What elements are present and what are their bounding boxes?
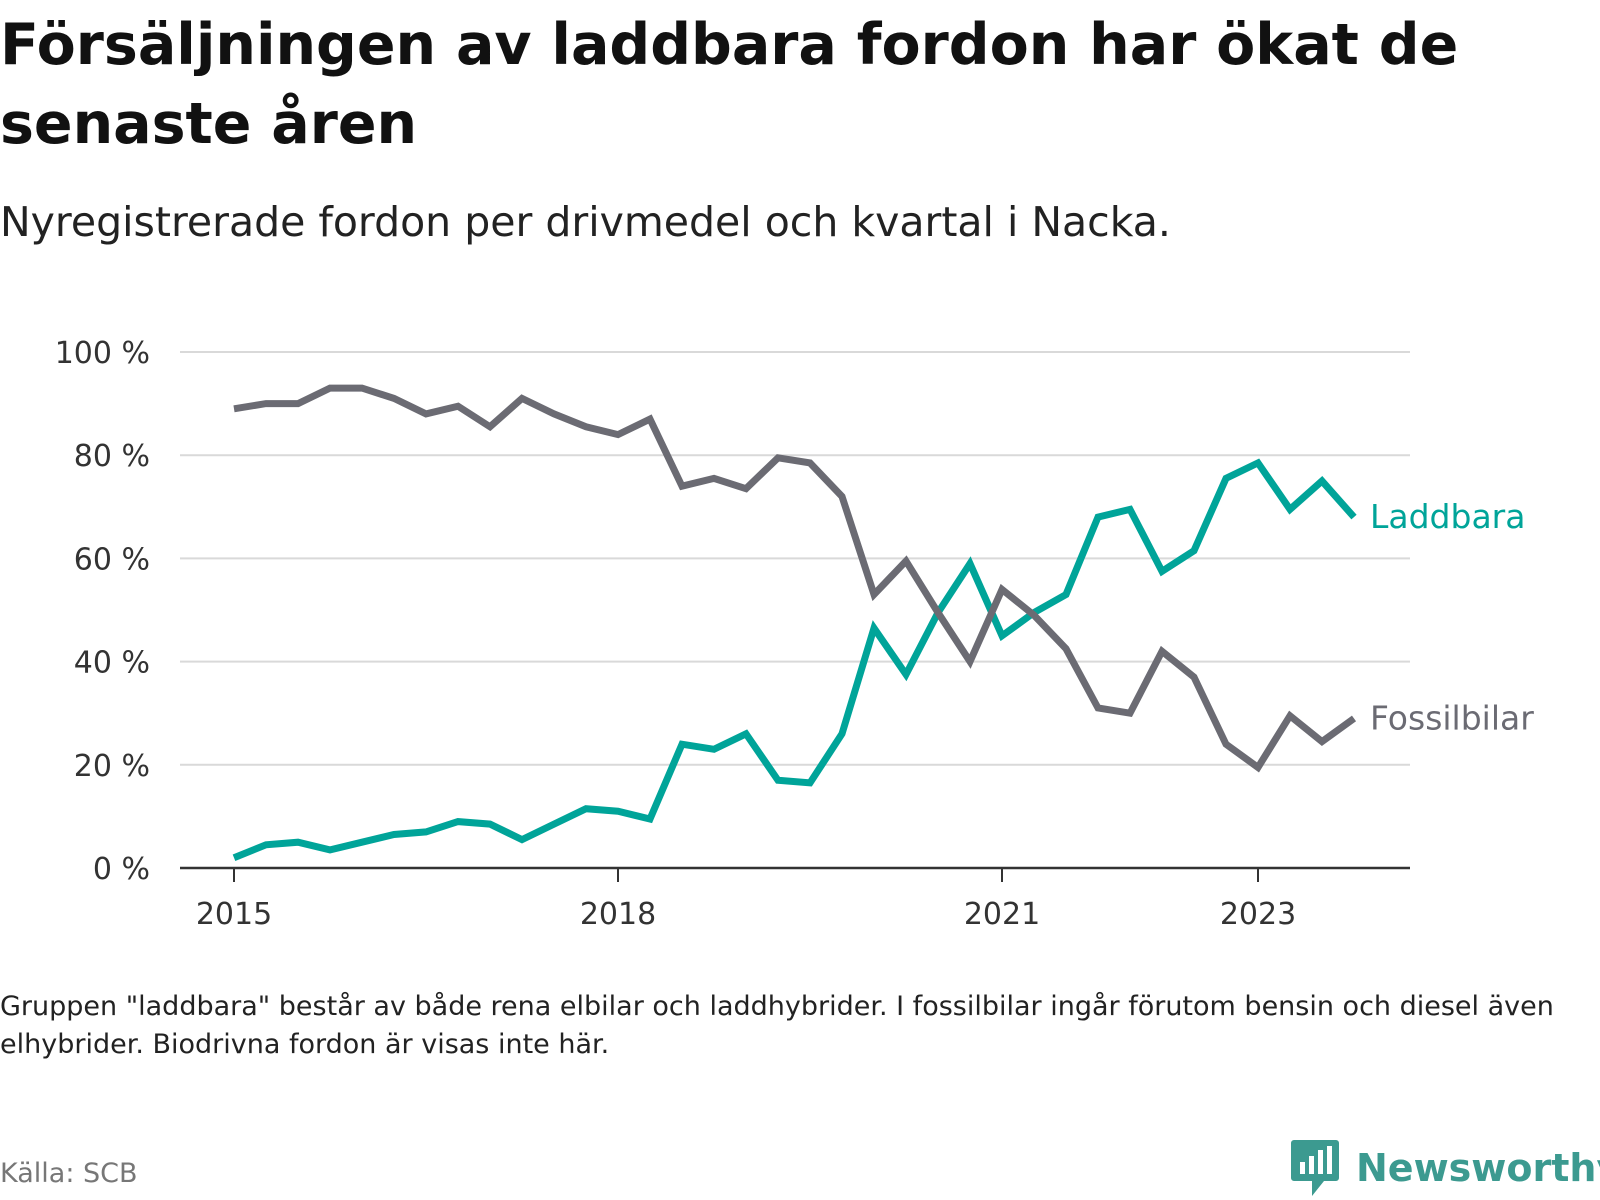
- y-tick-label: 100 %: [55, 336, 150, 371]
- x-tick-label: 2018: [580, 897, 656, 932]
- newsworthy-logo-icon: [1291, 1140, 1339, 1196]
- series-line-laddbara: [232, 458, 1357, 861]
- y-tick-label: 80 %: [74, 439, 150, 474]
- chart-footnote: Gruppen "laddbara" består av både rena e…: [0, 991, 1554, 1060]
- y-tick-label: 60 %: [74, 542, 150, 577]
- line-chart: 0 % 20 % 40 % 60 % 80 % 100 % 2015 2018 2021 202…: [55, 336, 1535, 932]
- chart-subtitle: Nyregistrerade fordon per drivmedel och …: [0, 198, 1171, 246]
- x-tick-label: 2021: [964, 897, 1040, 932]
- y-axis-ticks: 0 % 20 % 40 % 60 % 80 % 100 %: [55, 336, 150, 887]
- x-tick-label: 2015: [196, 897, 272, 932]
- source-credit: Källa: SCB: [0, 1158, 138, 1189]
- x-axis-ticks: 2015 2018 2021 2023: [196, 868, 1296, 932]
- brand-name: Newsworthy: [1356, 1146, 1600, 1190]
- series-label-laddbara: Laddbara: [1370, 497, 1525, 536]
- series-layer: Laddbara Fossilbilar: [232, 384, 1534, 861]
- x-tick-label: 2023: [1220, 897, 1296, 932]
- series-line-fossilbilar: [233, 384, 1357, 773]
- y-tick-label: 20 %: [74, 749, 150, 784]
- series-label-fossilbilar: Fossilbilar: [1370, 698, 1534, 737]
- brand-logo: Newsworthy: [1290, 1138, 1600, 1198]
- y-tick-label: 40 %: [74, 646, 150, 681]
- chart-title: Försäljningen av laddbara fordon har öka…: [0, 12, 1459, 157]
- grid-layer: [180, 351, 1410, 870]
- y-tick-label: 0 %: [93, 852, 150, 887]
